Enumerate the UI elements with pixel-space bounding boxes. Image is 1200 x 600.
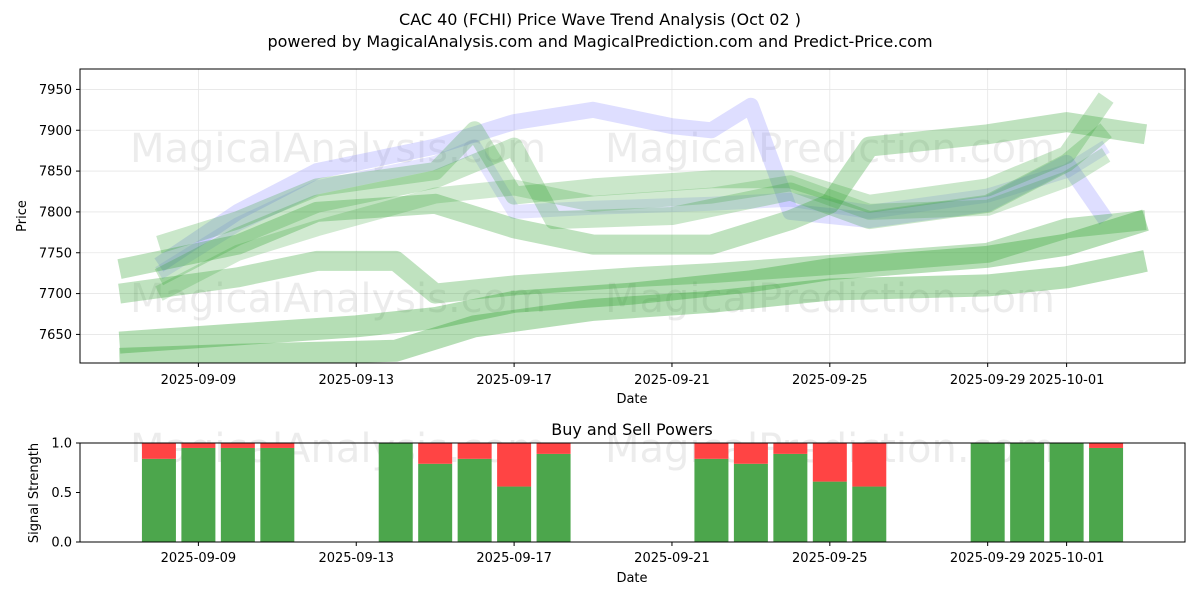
price-chart: MagicalAnalysis.com MagicalPrediction.co… [15, 68, 1186, 407]
buy-bar [418, 463, 453, 542]
price-series-green-wave-5 [156, 92, 1114, 254]
buy-bar [260, 447, 295, 542]
price-y-tick-label: 7950 [39, 83, 72, 98]
buy-bar [773, 453, 808, 542]
signal-bars [141, 443, 1124, 542]
buy-bar [1049, 443, 1084, 542]
signal-y-tick-label: 1.0 [51, 437, 72, 452]
signal-x-tick-label: 2025-09-21 [634, 551, 710, 566]
sell-bar [536, 443, 571, 454]
signal-x-tick-label: 2025-10-01 [1029, 551, 1105, 566]
sell-bar [733, 443, 768, 464]
signal-x-axis-label: Date [616, 571, 647, 586]
price-series-green-wave-2 [119, 250, 1148, 363]
price-y-tick-label: 7750 [39, 246, 72, 261]
price-x-tick-label: 2025-09-17 [476, 373, 552, 388]
signal-x-tick-label: 2025-09-13 [318, 551, 394, 566]
price-x-tick-label: 2025-09-29 [950, 373, 1026, 388]
signal-x-ticks: 2025-09-09 2025-09-13 2025-09-17 2025-09-21… [161, 542, 1105, 566]
signal-x-tick-label: 2025-09-09 [161, 551, 237, 566]
buy-bar [812, 481, 847, 542]
sell-bar [812, 443, 847, 482]
watermark-analysis-top: MagicalAnalysis.com [130, 126, 546, 172]
signal-x-tick-label: 2025-09-17 [476, 551, 552, 566]
signal-x-tick-label: 2025-09-29 [950, 551, 1026, 566]
price-x-tick-label: 2025-09-13 [318, 373, 394, 388]
sell-bar [1089, 443, 1124, 448]
buy-bar [1010, 443, 1045, 542]
watermark-analysis-top-2: MagicalAnalysis.com [130, 276, 546, 322]
buy-bar [852, 486, 887, 542]
buy-bar [536, 453, 571, 542]
sell-bar [852, 443, 887, 487]
buy-bar [733, 463, 768, 542]
price-series [117, 92, 1149, 363]
price-series-green-wave-4 [117, 112, 1148, 279]
price-x-tick-label: 2025-09-25 [792, 373, 868, 388]
watermark-prediction-top: MagicalPrediction.com [605, 126, 1055, 172]
price-x-tick-label: 2025-09-09 [161, 373, 237, 388]
price-y-tick-label: 7700 [39, 287, 72, 302]
signal-y-ticks: 0.0 0.5 1.0 [51, 437, 80, 551]
price-series-green-wave-3 [118, 210, 1147, 304]
buy-bar [220, 447, 255, 542]
price-x-tick-label: 2025-09-21 [634, 373, 710, 388]
watermark-prediction-top-2: MagicalPrediction.com [605, 276, 1055, 322]
buy-bar [378, 443, 413, 542]
price-grid [80, 69, 1185, 363]
price-series-green-wave-6 [154, 123, 1112, 286]
price-y-tick-label: 7850 [39, 165, 72, 180]
buy-bar [497, 486, 532, 542]
sell-bar [260, 443, 295, 448]
price-x-tick-label: 2025-10-01 [1029, 373, 1105, 388]
price-series-blue-wave-1 [154, 97, 1113, 272]
price-y-tick-label: 7650 [39, 328, 72, 343]
signal-chart: Buy and Sell Powers MagicalAnalysis.com … [27, 420, 1186, 586]
buy-bar [694, 458, 729, 542]
price-x-axis-label: Date [616, 392, 647, 407]
price-y-tick-label: 7800 [39, 205, 72, 220]
signal-y-axis-label: Signal Strength [27, 443, 42, 543]
price-series-green-wave-7 [155, 148, 1111, 301]
buy-bar [1089, 447, 1124, 542]
buy-bar [970, 443, 1005, 542]
price-y-axis-label: Price [15, 200, 30, 232]
signal-y-tick-label: 0.5 [51, 486, 72, 501]
sell-bar [497, 443, 532, 487]
signal-chart-title: Buy and Sell Powers [551, 420, 713, 439]
sell-bar [418, 443, 453, 464]
price-series-blue-wave-2 [155, 139, 1110, 280]
sell-bar [220, 443, 255, 448]
buy-bar [141, 458, 176, 542]
price-plot-frame [79, 68, 1186, 364]
sell-bar [773, 443, 808, 454]
price-series-green-wave-1 [118, 209, 1149, 354]
chart-title: CAC 40 (FCHI) Price Wave Trend Analysis … [399, 10, 801, 29]
buy-bar [457, 458, 492, 542]
buy-bar [181, 447, 216, 542]
chart-subtitle: powered by MagicalAnalysis.com and Magic… [267, 32, 932, 51]
sell-bar [694, 443, 729, 459]
price-x-ticks: 2025-09-09 2025-09-13 2025-09-17 2025-09-21… [161, 363, 1105, 388]
sell-bar [181, 443, 216, 448]
price-y-ticks: 7650 7700 7750 7800 7850 7900 7950 [39, 83, 80, 343]
sell-bar [141, 443, 176, 459]
price-y-tick-label: 7900 [39, 124, 72, 139]
signal-y-tick-label: 0.0 [51, 536, 72, 551]
signal-x-tick-label: 2025-09-25 [792, 551, 868, 566]
sell-bar [457, 443, 492, 459]
